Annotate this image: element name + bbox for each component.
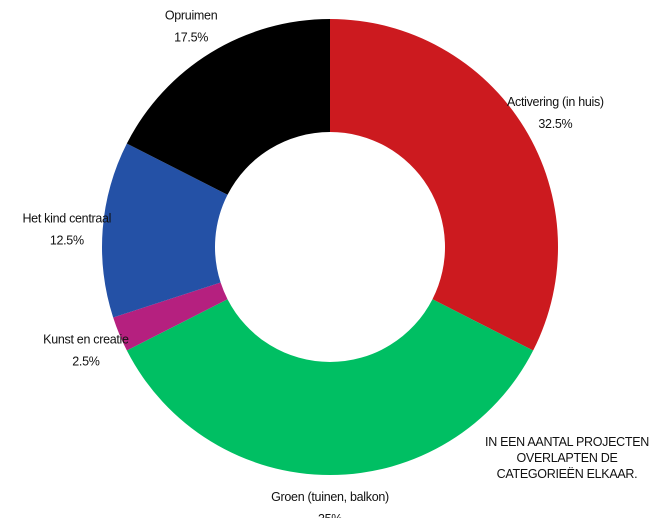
slice-percent-kunst-en-creatie: 2.5% (72, 354, 99, 368)
overlap-note-line-3: CATEGORIEËN ELKAAR. (496, 467, 638, 481)
slice-labels: Activering (in huis) 32.5% Groen (tuinen, … (22, 9, 604, 518)
overlap-note-line-2: OVERLAPTEN DE (516, 451, 618, 465)
slice-percent-groen-tuinen-balkon: 35% (318, 512, 342, 518)
slice-label-activering-in-huis: Activering (in huis) 32.5% (507, 95, 604, 131)
donut-slices (101, 18, 558, 475)
slice-category-opruimen: Opruimen (165, 9, 218, 23)
slice-category-groen-tuinen-balkon: Groen (tuinen, balkon) (271, 490, 389, 504)
slice-category-activering-in-huis: Activering (in huis) (507, 95, 604, 109)
slice-category-kunst-en-creatie: Kunst en creatie (43, 332, 129, 346)
slice-activering-in-huis (330, 19, 558, 351)
slice-category-het-kind-centraal: Het kind centraal (22, 211, 111, 225)
slice-het-kind-centraal (101, 143, 228, 318)
slice-label-het-kind-centraal: Het kind centraal 12.5% (22, 211, 111, 247)
slice-percent-opruimen: 17.5% (174, 31, 208, 45)
slice-label-opruimen: Opruimen 17.5% (165, 9, 218, 45)
overlap-note-line-1: IN EEN AANTAL PROJECTEN (485, 435, 649, 449)
slice-percent-het-kind-centraal: 12.5% (50, 233, 84, 247)
slice-groen-tuinen-balkon (126, 299, 534, 475)
slice-label-groen-tuinen-balkon: Groen (tuinen, balkon) 35% (271, 490, 389, 518)
slice-opruimen (126, 18, 330, 195)
slice-label-kunst-en-creatie: Kunst en creatie 2.5% (43, 332, 129, 368)
overlap-note: IN EEN AANTAL PROJECTEN OVERLAPTEN DE CA… (474, 434, 655, 482)
slice-kunst-en-creatie (113, 282, 228, 351)
slice-percent-activering-in-huis: 32.5% (538, 117, 572, 131)
